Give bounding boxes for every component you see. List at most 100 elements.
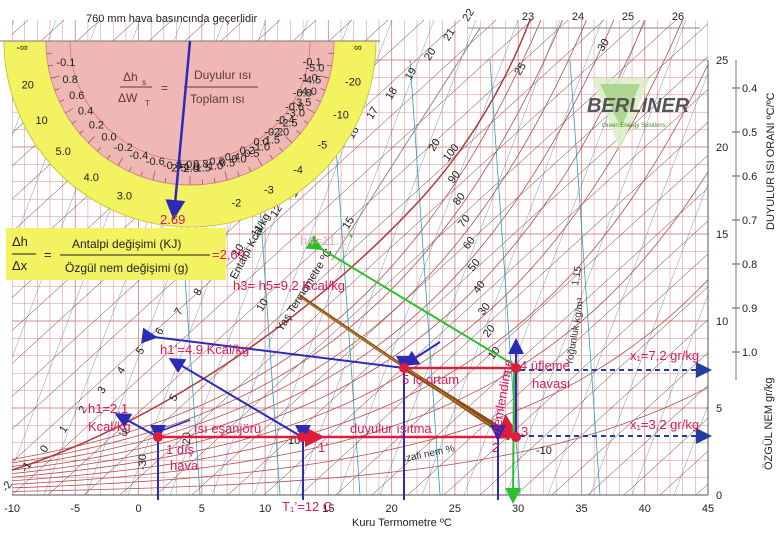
prot-outer-right: -1.0 — [299, 72, 318, 84]
rh-tick: 40 — [471, 279, 488, 296]
wetbulb-line — [673, 404, 708, 495]
prot-inner-mark: -0.5 — [241, 148, 260, 160]
shr-tick-labels: 0.4 0.5 0.6 0.7 0.8 0.9 1.0 — [732, 83, 757, 359]
wb-top-tick: 25 — [622, 11, 634, 23]
label-pt3: 3 — [521, 424, 528, 439]
prot-outer-right: 0.0 — [253, 137, 268, 149]
enthalpy-line — [299, 121, 708, 495]
prot-yellow-left: -∞ — [16, 42, 28, 54]
rh-curve — [12, 279, 708, 489]
prot-yellow-left: 5.0 — [56, 146, 71, 158]
prot-inner-mark: 1.0 — [208, 160, 223, 172]
wb-diag-tick: 20 — [422, 46, 439, 63]
label-nemlendirme: nemlendirme — [488, 358, 516, 435]
label-pt1p: 1’ — [318, 440, 328, 455]
label-pt1b: hava — [170, 458, 199, 473]
logo-inner-icon — [600, 84, 640, 128]
wb-diag-tick: 3 — [96, 384, 109, 396]
rh-tick: 70 — [456, 213, 473, 230]
t1-tick — [157, 419, 191, 433]
volume-line — [569, 59, 601, 495]
volume-line — [409, 59, 441, 495]
top-diag-edge — [331, 27, 481, 261]
x-tick-labels: -10 -5 0 5 10 15 20 25 30 35 40 45 — [4, 503, 714, 515]
wetbulb-line — [631, 293, 708, 495]
point-1 — [153, 432, 163, 442]
protractor-inner-ring — [69, 40, 311, 162]
prot-inner-mark: 2.0 — [183, 163, 198, 175]
wetbulb-line — [295, 20, 477, 495]
point-1p — [297, 432, 307, 442]
protractor-title: 760 mm hava basıncında geçerlidir — [86, 13, 258, 25]
prot-tick — [164, 177, 167, 183]
prot-yellow-right: ∞ — [354, 42, 362, 54]
y-tick: 15 — [716, 229, 728, 241]
prot-tick — [306, 108, 315, 114]
prot-tick — [248, 166, 252, 172]
x-tick: 0 — [135, 503, 141, 515]
label-ufleme-b: havası — [532, 376, 570, 391]
wb-diag-tick: 0 — [38, 443, 51, 455]
label-isi-esanjoru: ısı eşanjörü — [194, 421, 261, 436]
prot-inner-mark: -2.0 — [270, 126, 289, 138]
rh-curve — [12, 20, 563, 464]
line-2-arrow — [495, 414, 520, 441]
x-tick: 20 — [386, 503, 398, 515]
enthalpy-tick: 10 — [254, 297, 271, 314]
prot-inner-mark: -1.5 — [261, 134, 280, 146]
point-4 — [511, 363, 521, 373]
shr-tick: 0.7 — [742, 215, 757, 227]
shr-protractor: -0.10.80.60.40.20.0-0.2-0.4-0.6-0.8-1.0-… — [0, 13, 380, 228]
prot-yellow-left: 4.0 — [84, 172, 99, 184]
wb-diag-tick: 22 — [460, 7, 477, 24]
wb-top-tick: 26 — [672, 11, 684, 23]
prot-outer-right: 0.6 — [209, 156, 224, 168]
prot-tick — [152, 171, 156, 181]
prot-tick — [107, 154, 111, 160]
x-axis-label: Kuru Termometre ºC — [352, 517, 452, 529]
x-tick: -10 — [4, 503, 20, 515]
protractor-pink-disc — [45, 40, 335, 186]
enthalpy-line — [12, 20, 533, 495]
x-tick: 30 — [512, 503, 524, 515]
enthalpy-line — [587, 385, 708, 495]
prot-inner-mark: -3.5 — [292, 97, 311, 109]
enthalpy-line — [119, 20, 641, 495]
prot-eq-dh: Δh — [123, 70, 138, 84]
enthalpy-line — [227, 56, 708, 495]
wetbulb-line — [505, 20, 687, 495]
prot-outer-left: 0.6 — [69, 90, 84, 102]
enthalpy-line — [371, 187, 708, 495]
logo-text: BERLINER — [587, 95, 690, 117]
rh-curve — [12, 64, 708, 482]
wb-diag-tick: 1 — [57, 424, 70, 436]
shr-tick: 0.9 — [742, 303, 757, 315]
prot-yellow-right: -10 — [333, 110, 349, 122]
enthalpy-line — [515, 319, 708, 495]
wb-diag-tick: 5 — [134, 345, 147, 357]
rh-curve — [12, 20, 683, 478]
prot-yellow-right: -20 — [345, 77, 361, 89]
y-right-tick-labels: 0 5 10 15 20 25 — [716, 55, 728, 502]
label-ic-ortam: 5 iç ortam — [402, 372, 459, 387]
y-tick: 5 — [716, 403, 722, 415]
enthalpy-line — [479, 286, 708, 495]
label-h1p: h1’=4.9 Kcal/kg — [160, 342, 249, 357]
y-tick: 10 — [716, 316, 728, 328]
point-5 — [399, 363, 409, 373]
prot-tick — [87, 136, 95, 144]
protractor-needle — [165, 40, 192, 220]
point-3 — [511, 432, 521, 442]
label-ufleme-a: 4 üfleme — [520, 358, 570, 373]
prot-eq-sign: = — [161, 81, 168, 95]
rh-curve — [12, 386, 708, 492]
prot-inner-mark: 0.5 — [220, 157, 235, 169]
wb-diag-tick: 4 — [115, 365, 128, 377]
enthalpy-tick: 30 — [595, 37, 612, 54]
prot-tick — [237, 171, 240, 177]
wetbulb-line — [421, 20, 603, 495]
y-tick: 20 — [716, 142, 728, 154]
prot-eq-duyulur: Duyulur ısı — [194, 68, 251, 82]
prot-tick — [213, 177, 216, 183]
wb-diag-tick: -1 — [19, 460, 34, 475]
